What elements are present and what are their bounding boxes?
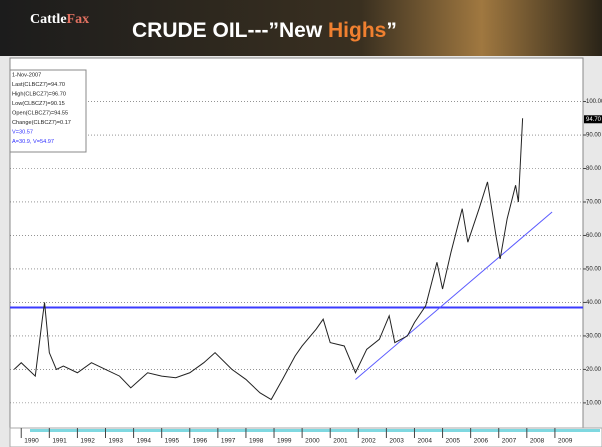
x-tick-label: 2000 — [305, 438, 320, 445]
x-tick-label: 2001 — [333, 438, 348, 445]
x-tick-label: 2006 — [474, 438, 489, 445]
x-tick-label: 2002 — [361, 438, 376, 445]
x-tick-label: 1991 — [52, 438, 67, 445]
y-tick-label: 70.00 — [586, 200, 602, 206]
y-tick-label: 40.00 — [586, 300, 602, 306]
info-text: Open(CLBCZ7)=94.55 — [12, 110, 68, 116]
x-tick-label: 1999 — [277, 438, 292, 445]
page: CattleFax CRUDE OIL---”New Highs” 10.00 2… — [0, 0, 602, 447]
info-text: V=30.57 — [12, 129, 33, 135]
chart-title: CRUDE OIL---”New Highs” — [132, 19, 397, 42]
y-tick-label: 30.00 — [586, 333, 602, 339]
info-text: High(CLBCZ7)=96.70 — [12, 91, 66, 97]
x-tick-label: 2009 — [558, 438, 573, 445]
info-text: Change(CLBCZ7)=0.17 — [12, 120, 71, 126]
x-tick-label: 1996 — [193, 438, 208, 445]
y-tick-label: 20.00 — [586, 367, 602, 373]
x-tick-label: 1990 — [24, 438, 39, 445]
x-tick-label: 1997 — [221, 438, 236, 445]
y-tick-label: 100.00 — [586, 99, 602, 105]
x-tick-label: 1995 — [165, 438, 180, 445]
title-text: CRUDE OIL---”New — [132, 19, 328, 42]
x-tick-label: 2007 — [502, 438, 517, 445]
y-tick-label: 90.00 — [586, 133, 602, 139]
x-tick-label: 1992 — [80, 438, 95, 445]
logo: CattleFax — [30, 12, 89, 27]
scroll-strip — [30, 429, 600, 432]
chart: CattleFax CRUDE OIL---”New Highs” 10.00 2… — [0, 0, 602, 447]
y-tick-label: 10.00 — [586, 400, 602, 406]
x-tick-label: 2008 — [530, 438, 545, 445]
y-tick-label: 80.00 — [586, 166, 602, 172]
x-tick-label: 2005 — [446, 438, 461, 445]
x-tick-label: 1993 — [109, 438, 124, 445]
logo-text: Cattle — [30, 12, 67, 27]
x-tick-label: 1994 — [137, 438, 152, 445]
title-highlight: Highs — [328, 19, 386, 42]
last-price-label: 94.70 — [586, 117, 602, 123]
info-text: A=30.9, V=54.97 — [12, 139, 54, 145]
y-tick-label: 50.00 — [586, 267, 602, 273]
x-tick-label: 2003 — [389, 438, 404, 445]
title-end: ” — [386, 19, 397, 42]
x-tick-label: 2004 — [417, 438, 432, 445]
logo-accent: Fax — [67, 12, 90, 27]
info-text: Last(CLBCZ7)=94.70 — [12, 82, 65, 88]
y-tick-label: 60.00 — [586, 233, 602, 239]
info-text: 1-Nov-2007 — [12, 72, 41, 78]
x-tick-label: 1998 — [249, 438, 264, 445]
info-text: Low(CLBCZ7)=90.15 — [12, 101, 65, 107]
